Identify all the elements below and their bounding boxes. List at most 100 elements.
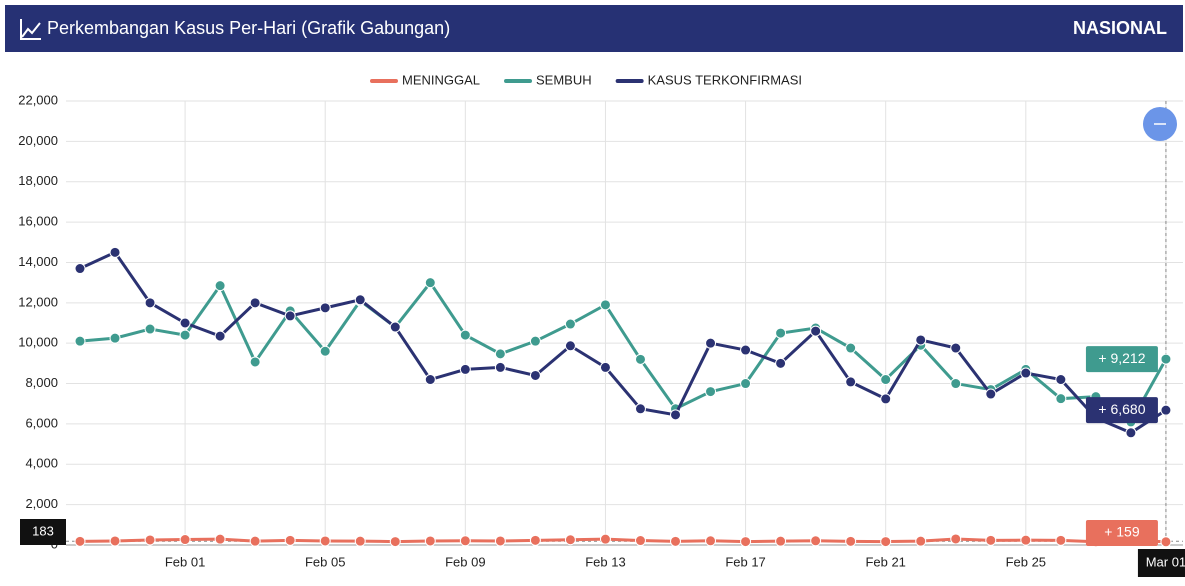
point <box>915 535 927 547</box>
point <box>459 535 471 547</box>
point <box>389 536 401 548</box>
point <box>529 369 541 381</box>
point <box>1160 353 1172 365</box>
point <box>950 342 962 354</box>
point <box>284 534 296 546</box>
point <box>985 388 997 400</box>
y-tick-label: 2,000 <box>25 496 58 511</box>
point <box>424 277 436 289</box>
point <box>529 335 541 347</box>
x-tick-label: Mar 01 <box>1146 554 1185 569</box>
point <box>670 535 682 547</box>
point <box>985 534 997 546</box>
point <box>880 536 892 548</box>
point <box>880 393 892 405</box>
x-tick-label: Feb 01 <box>165 554 205 569</box>
point <box>249 297 261 309</box>
point <box>319 535 331 547</box>
point <box>775 357 787 369</box>
point <box>599 533 611 545</box>
point <box>1055 374 1067 386</box>
point <box>1020 534 1032 546</box>
point <box>179 534 191 546</box>
point <box>634 403 646 415</box>
point <box>950 533 962 545</box>
value-label-text: + 9,212 <box>1098 350 1145 366</box>
point <box>1020 367 1032 379</box>
legend-label: KASUS TERKONFIRMASI <box>648 72 802 87</box>
point <box>845 376 857 388</box>
point <box>459 329 471 341</box>
point <box>705 337 717 349</box>
point <box>214 533 226 545</box>
value-label-text: + 159 <box>1104 524 1140 540</box>
point <box>599 299 611 311</box>
y-tick-label: 6,000 <box>25 415 58 430</box>
point <box>284 310 296 322</box>
point <box>1160 536 1172 548</box>
value-label-box <box>1085 520 1158 546</box>
x-crosshair-box <box>1137 549 1185 577</box>
point <box>634 353 646 365</box>
point <box>214 280 226 292</box>
y-tick-label: 18,000 <box>18 173 58 188</box>
point <box>424 374 436 386</box>
y-tick-label: 22,000 <box>18 92 58 107</box>
value-label: + 9,212 <box>1085 346 1158 373</box>
point <box>1125 427 1137 439</box>
legend-label: MENINGGAL <box>402 72 480 87</box>
x-tick-label: Feb 13 <box>585 554 625 569</box>
point <box>109 246 121 258</box>
point <box>564 318 576 330</box>
x-tick-label: Feb 17 <box>725 554 765 569</box>
series-line <box>79 280 1168 425</box>
point <box>845 342 857 354</box>
y-tick-label: 8,000 <box>25 375 58 390</box>
point <box>775 535 787 547</box>
point <box>670 409 682 421</box>
point <box>354 294 366 306</box>
point <box>144 534 156 546</box>
point <box>529 534 541 546</box>
y-tick-label: 12,000 <box>18 294 58 309</box>
point <box>494 348 506 360</box>
point <box>634 535 646 547</box>
crosshair-y-label: 183 <box>32 523 54 538</box>
value-label-box <box>1085 346 1158 373</box>
x-tick-label: Feb 25 <box>1006 554 1046 569</box>
title: Perkembangan Kasus Per-Hari (Grafik Gabu… <box>47 18 451 38</box>
point <box>214 330 226 342</box>
value-label-box <box>1085 397 1158 424</box>
point <box>74 535 86 547</box>
crosshair-y-box <box>20 519 66 545</box>
point <box>845 535 857 547</box>
point <box>740 344 752 356</box>
y-tick-label: 16,000 <box>18 214 58 229</box>
point <box>564 534 576 546</box>
y-tick-label: 4,000 <box>25 456 58 471</box>
chart-icon <box>20 19 41 40</box>
point <box>179 329 191 341</box>
point <box>599 361 611 373</box>
point <box>915 334 927 346</box>
point <box>1160 404 1172 416</box>
y-tick-label: 14,000 <box>18 254 58 269</box>
point <box>319 302 331 314</box>
point <box>740 536 752 548</box>
header: Perkembangan Kasus Per-Hari (Grafik Gabu… <box>5 5 1183 52</box>
point <box>459 363 471 375</box>
point <box>109 332 121 344</box>
value-label: + 159 <box>1085 520 1158 546</box>
point <box>74 335 86 347</box>
point <box>144 323 156 335</box>
point <box>179 317 191 329</box>
point <box>319 345 331 357</box>
value-label: + 6,680 <box>1085 397 1158 424</box>
value-label-text: + 6,680 <box>1098 401 1145 417</box>
point <box>424 535 436 547</box>
point <box>564 340 576 352</box>
point <box>354 535 366 547</box>
y-tick-label: 10,000 <box>18 335 58 350</box>
